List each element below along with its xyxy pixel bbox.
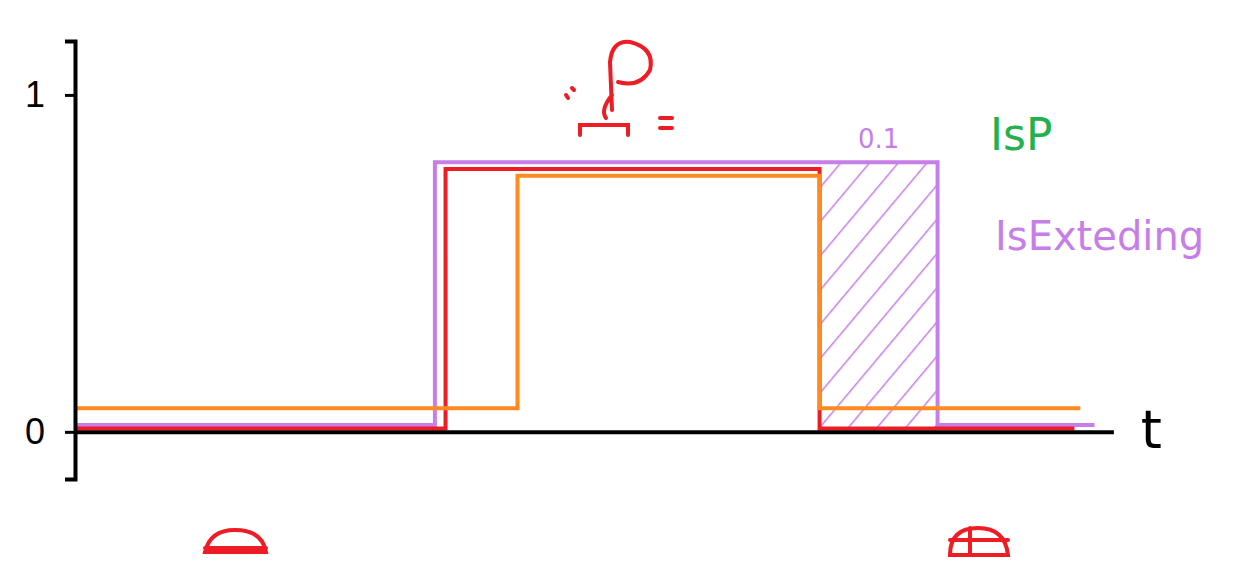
hatched-region [820, 162, 938, 432]
series-line [75, 169, 1074, 428]
y-tick: 0 [25, 411, 75, 452]
press-icon [566, 88, 672, 135]
button-icon [205, 530, 266, 552]
annotation: 0.1 [858, 124, 899, 154]
annotation: IsP [990, 109, 1052, 160]
series-line [75, 176, 1080, 408]
y-tick-mark [65, 94, 75, 97]
y-tick-label: 0 [25, 411, 45, 452]
y-axis-line [65, 42, 76, 480]
chart: 01tIsP0.1IsExteding [0, 0, 1255, 576]
x-axis-title: t [1141, 398, 1162, 461]
x-axis [76, 432, 1114, 433]
button-icon [950, 528, 1008, 555]
series-line [75, 162, 1095, 425]
legend-entry: IsExteding [995, 213, 1204, 259]
icons [205, 42, 1008, 555]
finger-icon [604, 42, 651, 118]
y-tick-label: 1 [25, 74, 45, 115]
plot-area [75, 162, 1095, 432]
y-tick-mark [65, 431, 75, 434]
x-axis-line [76, 430, 1114, 434]
y-axis: 01 [25, 42, 76, 480]
y-tick: 1 [25, 74, 75, 115]
